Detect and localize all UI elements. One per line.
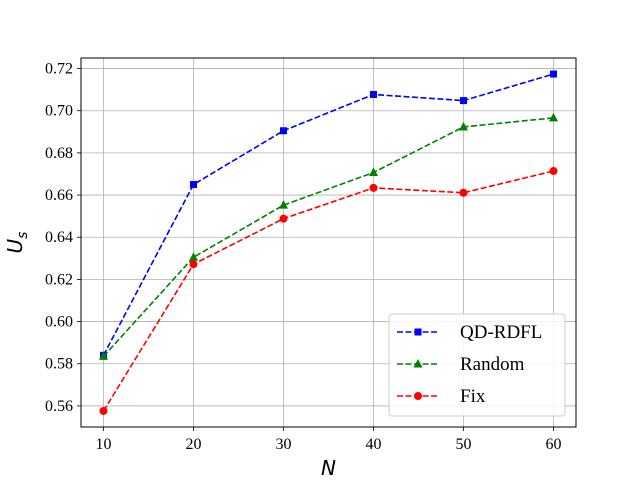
legend-label-random: Random: [460, 354, 525, 375]
y-tick-label: 0.68: [45, 145, 73, 162]
data-point-fix: [369, 183, 378, 192]
y-tick-label: 0.62: [45, 271, 73, 288]
y-tick-label: 0.64: [45, 229, 73, 246]
data-point-random: [369, 167, 378, 176]
y-tick-label: 0.66: [45, 187, 73, 204]
legend-marker-random: [413, 359, 423, 368]
data-point-fix: [459, 188, 468, 197]
x-tick-label: 30: [276, 436, 292, 453]
data-point-fix: [279, 214, 288, 223]
y-axis-title-main: U: [3, 238, 27, 253]
data-point-random: [99, 351, 108, 360]
legend-marker-qd-rdfl: [414, 328, 422, 336]
y-axis-title: Us: [3, 232, 31, 254]
legend-box: [388, 313, 566, 417]
x-tick-label: 60: [546, 436, 562, 453]
data-point-random: [279, 200, 288, 209]
series-fix: [99, 167, 558, 415]
series-group: [99, 70, 558, 415]
legend: QD-RDFL Random Fix: [388, 313, 566, 417]
x-tick-label: 40: [366, 436, 382, 453]
data-point-qd-rdfl: [370, 90, 377, 98]
axis-ticks: 10 20 30 40 50 60 0.56 0.58 0.60 0.62 0.64 0.66 0.68…: [45, 61, 562, 453]
y-axis-title-subscript: s: [15, 232, 31, 239]
data-point-qd-rdfl: [280, 127, 287, 135]
y-tick-label: 0.60: [45, 314, 73, 331]
series-line-random: [102, 117, 554, 357]
legend-marker-fix: [414, 392, 422, 400]
data-point-random: [189, 252, 198, 261]
y-tick-label: 0.56: [45, 398, 73, 415]
data-point-random: [459, 121, 468, 131]
x-tick-label: 20: [186, 436, 202, 453]
plot-frame: [80, 57, 577, 428]
data-point-fix: [189, 260, 198, 269]
data-point-fix: [549, 167, 558, 176]
series-random: [99, 112, 558, 360]
data-point-fix: [99, 406, 108, 415]
data-point-random: [549, 112, 558, 122]
legend-label-fix: Fix: [460, 386, 486, 407]
data-point-qd-rdfl: [460, 97, 467, 105]
y-tick-label: 0.72: [45, 61, 73, 78]
x-tick-label: 10: [96, 436, 112, 453]
series-line-qd-rdfl: [102, 73, 554, 356]
y-tick-label: 0.70: [45, 103, 73, 120]
legend-label-qd-rdfl: QD-RDFL: [460, 322, 542, 343]
y-tick-label: 0.58: [45, 356, 73, 373]
x-axis-title: N: [321, 456, 336, 480]
data-point-qd-rdfl: [190, 181, 197, 189]
data-point-qd-rdfl: [550, 70, 557, 78]
x-tick-label: 50: [456, 436, 472, 453]
